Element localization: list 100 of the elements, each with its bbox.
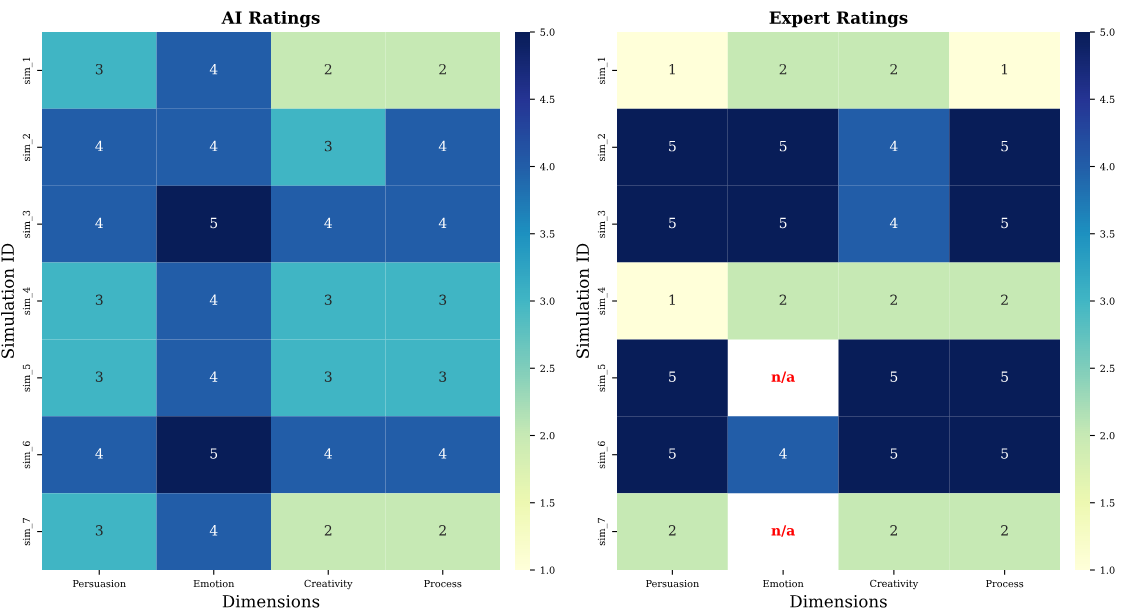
- y-tick-label: sim_2: [597, 134, 608, 161]
- data-label: 4: [209, 371, 218, 382]
- y-tick-label: sim_3: [22, 210, 33, 238]
- data-label: 1: [1001, 63, 1008, 75]
- data-label: 5: [890, 448, 898, 459]
- color-bar-label: 4.0: [540, 162, 555, 171]
- data-label: 4: [95, 140, 103, 152]
- data-label: 4: [209, 294, 218, 305]
- color-bar-label: 1.0: [540, 566, 555, 574]
- data-label: 4: [324, 448, 332, 459]
- data-label: 3: [439, 294, 447, 306]
- data-label: 5: [210, 217, 218, 229]
- color-bar-label: 3.5: [540, 230, 555, 238]
- y-tick-label: sim_5: [597, 364, 608, 392]
- chart-title: Expert Ratings: [769, 11, 908, 28]
- data-label: 2: [1001, 294, 1008, 305]
- x-tick-label: Emotion: [763, 579, 804, 588]
- data-label: 4: [438, 140, 447, 152]
- data-label: 4: [438, 217, 447, 228]
- color-bar-label: 2.5: [540, 364, 555, 373]
- y-tick-label: sim_6: [22, 441, 33, 469]
- data-label: 5: [890, 371, 898, 382]
- y-tick-label: sim_1: [597, 57, 608, 85]
- data-label: 5: [669, 448, 676, 459]
- data-label: 2: [890, 63, 897, 75]
- x-tick-label: Persuasion: [646, 579, 699, 588]
- color-bar-label: 3.0: [540, 297, 555, 305]
- data-label: 5: [669, 140, 676, 152]
- y-tick-label: sim_7: [22, 518, 33, 546]
- y-axis-title: Simulation ID: [576, 243, 589, 358]
- data-label: 5: [779, 217, 787, 229]
- data-label: 5: [1001, 217, 1008, 229]
- data-label: 3: [324, 140, 332, 152]
- data-label: 3: [324, 371, 332, 382]
- y-axis-title: Simulation ID: [1, 243, 14, 358]
- color-bar-label: 4.5: [1100, 95, 1115, 104]
- chart-title: AI Ratings: [221, 11, 320, 28]
- y-tick-label: sim_7: [597, 518, 608, 546]
- x-tick-label: Process: [986, 580, 1024, 588]
- data-label: 2: [779, 294, 787, 305]
- data-label: 5: [669, 371, 676, 382]
- data-label: 5: [1001, 140, 1008, 152]
- data-label: 2: [779, 63, 787, 75]
- color-bar-label: 4.0: [1100, 162, 1115, 171]
- y-tick-label: sim_4: [22, 287, 33, 315]
- color-bar-label: 5.0: [540, 28, 555, 36]
- data-label: 3: [324, 294, 332, 306]
- data-label: 1: [669, 294, 675, 305]
- data-label: 3: [439, 371, 447, 382]
- x-tick-label: Process: [424, 580, 462, 588]
- data-label: 4: [209, 63, 218, 75]
- data-label: 3: [95, 63, 103, 75]
- data-label: 3: [95, 294, 103, 306]
- data-label: 3: [95, 371, 103, 382]
- data-label: 5: [779, 140, 787, 152]
- data-label: 4: [889, 217, 898, 228]
- y-tick-label: sim_1: [22, 57, 33, 85]
- data-label: 5: [1001, 371, 1008, 382]
- data-label: 5: [669, 217, 676, 229]
- y-tick-label: sim_4: [597, 287, 608, 315]
- color-bar-label: 2.0: [540, 431, 555, 440]
- color-bar-label: 2.0: [1100, 431, 1115, 440]
- y-tick-label: sim_3: [597, 210, 608, 238]
- data-label: 2: [1001, 525, 1008, 536]
- data-label: 4: [95, 448, 103, 459]
- color-bar-label: 1.0: [1100, 566, 1115, 574]
- x-axis-title: Dimensions: [222, 595, 320, 608]
- data-label: 4: [438, 448, 447, 459]
- color-bar-label: 1.5: [540, 499, 555, 507]
- x-axis-title: Dimensions: [790, 595, 887, 608]
- data-label: 3: [95, 525, 103, 536]
- data-label: 4: [209, 525, 218, 536]
- data-label: 2: [890, 525, 897, 536]
- data-label: 1: [669, 63, 675, 75]
- data-label: 4: [889, 140, 898, 152]
- data-label: 2: [439, 63, 446, 75]
- data-label: 2: [324, 525, 332, 536]
- color-bar-label: 3.5: [1100, 230, 1115, 238]
- y-tick-label: sim_6: [597, 441, 608, 469]
- data-label: 2: [890, 294, 897, 305]
- color-bar-label: 5.0: [1100, 28, 1115, 36]
- data-label: 5: [210, 448, 218, 459]
- data-label: 2: [439, 525, 446, 536]
- y-tick-label: sim_5: [22, 364, 33, 392]
- data-label: 4: [95, 217, 103, 228]
- data-label: 4: [209, 140, 218, 152]
- color-bar-label: 4.5: [540, 95, 555, 104]
- x-tick-label: Creativity: [870, 579, 919, 590]
- x-tick-label: Emotion: [193, 579, 235, 588]
- data-label: 5: [1001, 448, 1008, 459]
- x-tick-label: Creativity: [304, 579, 353, 590]
- data-label: 4: [324, 217, 332, 228]
- x-tick-label: Persuasion: [72, 579, 126, 588]
- data-label: 4: [779, 448, 787, 459]
- data-label: 2: [324, 63, 332, 75]
- y-tick-label: sim_2: [22, 134, 33, 161]
- text: n/a: [771, 371, 795, 383]
- color-bar-label: 3.0: [1100, 297, 1115, 305]
- color-bar-label: 2.5: [1100, 364, 1115, 373]
- text: n/a: [771, 525, 795, 537]
